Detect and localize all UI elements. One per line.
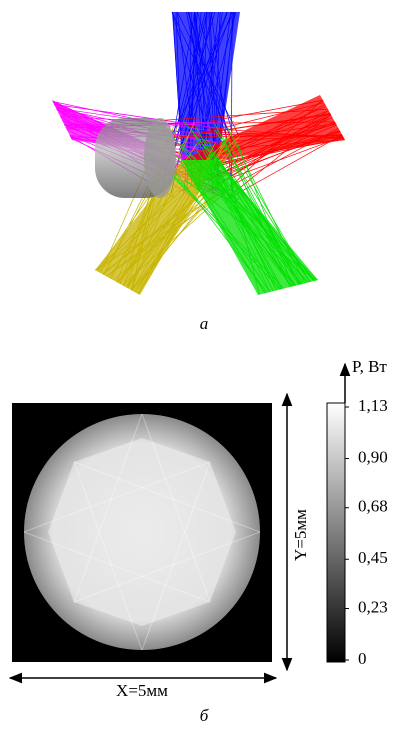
panel-label: б: [200, 706, 209, 725]
colorbar: [327, 403, 345, 662]
x-dimension: X=5мм: [116, 681, 168, 700]
colorbar-tick-label: 0,45: [358, 548, 388, 567]
colorbar-tick-label: 0,68: [358, 497, 388, 516]
colorbar-tick-label: 1,13: [358, 396, 388, 415]
colorbar-title: P, Вт: [352, 357, 387, 376]
lens-end: [144, 118, 176, 198]
intensity-facet: [48, 438, 236, 626]
figure: а Y=5мм X=5мм P, Вт 0 0,23 0,45 0,68 0,90 1,1…: [0, 0, 408, 731]
ray-star: [52, 12, 345, 295]
y-dimension: Y=5мм: [291, 509, 310, 561]
panel-label: а: [200, 314, 209, 333]
colorbar-tick-label: 0,90: [358, 447, 388, 466]
colorbar-tick-label: 0,23: [358, 597, 388, 616]
colorbar-tick-label: 0: [358, 649, 367, 668]
